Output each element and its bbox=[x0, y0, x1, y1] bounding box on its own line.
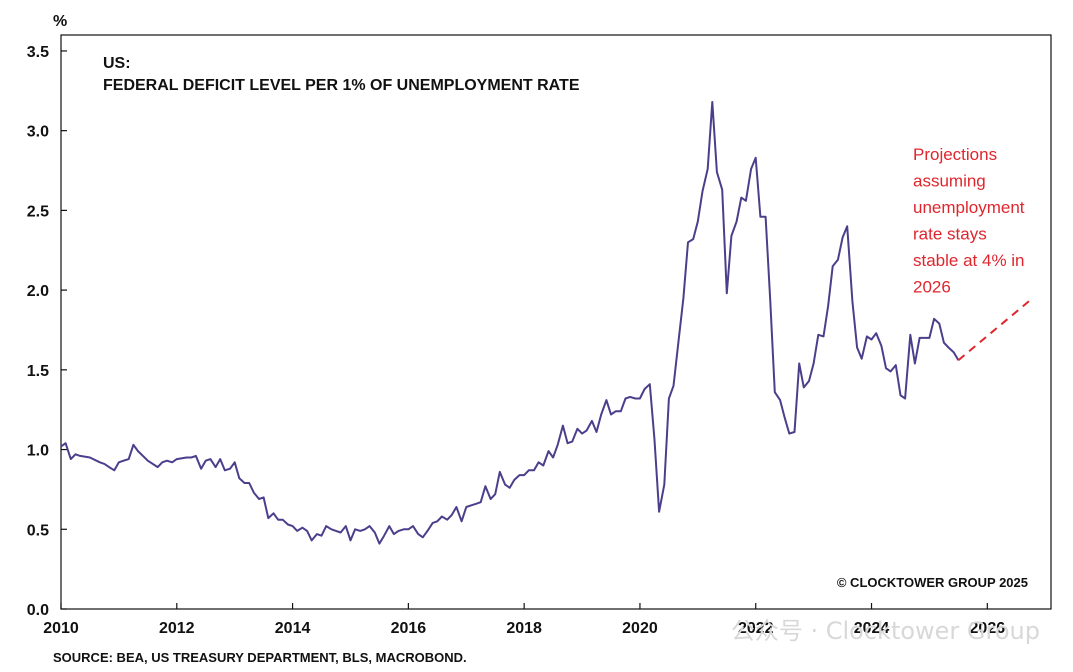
annotation-line: 2026 bbox=[913, 278, 951, 297]
deficit-per-unemployment-line bbox=[60, 101, 960, 545]
y-tick-label: 0.5 bbox=[27, 522, 49, 539]
x-axis: 2010 2012 2014 2016 2018 2020 2022 2024 2026 bbox=[43, 603, 1005, 637]
y-axis: 0.0 0.5 1.0 1.5 2.0 2.5 3.0 3.5 bbox=[27, 44, 67, 619]
y-unit-label: % bbox=[53, 13, 67, 30]
x-tick-label: 2024 bbox=[854, 620, 890, 637]
annotation-line: assuming bbox=[913, 172, 986, 191]
x-tick-label: 2014 bbox=[275, 620, 311, 637]
x-tick-label: 2026 bbox=[970, 620, 1006, 637]
watermark-text: 公众号 · Clocktower Group bbox=[731, 617, 1040, 645]
annotation-line: Projections bbox=[913, 145, 997, 164]
plot-frame bbox=[60, 34, 1052, 610]
chart-title-line2: FEDERAL DEFICIT LEVEL PER 1% OF UNEMPLOY… bbox=[103, 77, 580, 94]
source-text: SOURCE: BEA, US TREASURY DEPARTMENT, BLS… bbox=[53, 650, 467, 665]
series-layer bbox=[60, 101, 1032, 545]
annotation-line: stable at 4% in bbox=[913, 251, 1025, 270]
x-tick-label: 2022 bbox=[738, 620, 774, 637]
annotation-line: rate stays bbox=[913, 225, 987, 244]
projection-dashed-line bbox=[957, 298, 1032, 362]
x-tick-label: 2012 bbox=[159, 620, 195, 637]
x-tick-label: 2010 bbox=[43, 620, 79, 637]
x-tick-label: 2018 bbox=[506, 620, 542, 637]
y-tick-label: 2.5 bbox=[27, 203, 49, 220]
chart-title-line1: US: bbox=[103, 55, 131, 72]
x-tick-label: 2020 bbox=[622, 620, 658, 637]
y-tick-label: 3.0 bbox=[27, 124, 49, 141]
projection-annotation: Projections assuming unemployment rate stay… bbox=[913, 145, 1025, 297]
y-tick-label: 1.0 bbox=[27, 443, 49, 460]
copyright-text: © CLOCKTOWER GROUP 2025 bbox=[837, 575, 1028, 590]
y-tick-label: 2.0 bbox=[27, 283, 49, 300]
annotation-line: unemployment bbox=[913, 198, 1025, 217]
x-tick-label: 2016 bbox=[391, 620, 427, 637]
y-tick-label: 0.0 bbox=[27, 602, 49, 619]
y-tick-label: 1.5 bbox=[27, 363, 49, 380]
y-tick-label: 3.5 bbox=[27, 44, 49, 61]
